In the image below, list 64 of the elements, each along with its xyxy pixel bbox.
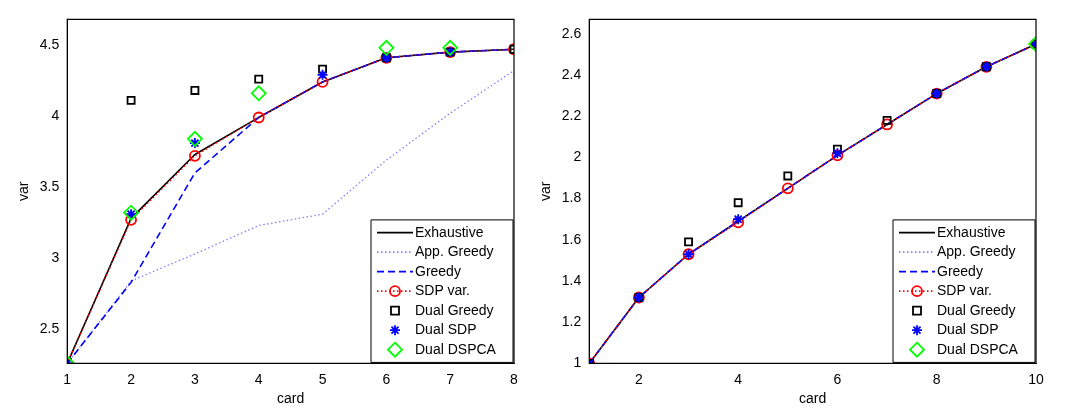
x-axis-title: card	[799, 390, 827, 407]
y-tick-label: 1.8	[561, 189, 582, 206]
y-tick-label: 1.6	[561, 230, 582, 247]
x-tick-label: 3	[191, 370, 199, 387]
point	[442, 39, 459, 56]
x-tick-label: 8	[932, 370, 941, 387]
point	[187, 130, 203, 147]
y-tick-label: 1	[573, 354, 582, 371]
point	[190, 86, 200, 95]
point	[316, 68, 329, 81]
legend-label: Dual SDP	[415, 321, 477, 338]
point	[254, 74, 264, 84]
legend-label: Dual Greedy	[937, 301, 1016, 318]
x-tick-label: 10	[1028, 370, 1044, 387]
y-tick-label: 2.5	[39, 320, 60, 337]
point	[783, 171, 793, 181]
y-tick-label: 2.6	[561, 24, 582, 41]
legend-label: Dual SDP	[937, 321, 999, 338]
x-tick-label: 1	[63, 370, 72, 387]
point	[126, 95, 136, 105]
point	[318, 64, 327, 74]
x-tick-label: 6	[833, 370, 842, 387]
y-axis-title: var	[15, 181, 32, 202]
y-tick-label: 1.4	[561, 271, 582, 288]
x-tick-label: 7	[446, 370, 455, 387]
y-tick-label: 4	[51, 106, 60, 123]
x-tick-label: 2	[127, 370, 136, 387]
legend-label: Greedy	[415, 262, 461, 279]
x-tick-label: 4	[254, 370, 263, 387]
point	[316, 76, 329, 88]
x-tick-label: 8	[510, 370, 519, 387]
point	[882, 115, 892, 125]
point	[733, 198, 743, 208]
legend-label: Exhaustive	[937, 223, 1006, 240]
x-tick-label: 2	[635, 370, 643, 387]
point	[123, 204, 139, 221]
legend-label: SDP var.	[937, 282, 992, 299]
y-tick-label: 2	[573, 148, 582, 165]
y-tick-label: 2.4	[561, 65, 582, 82]
x-tick-label: 6	[382, 370, 391, 387]
legend-label: Dual Greedy	[415, 301, 494, 318]
point	[781, 182, 794, 195]
y-tick-label: 3.5	[39, 177, 60, 194]
legend-label: App. Greedy	[937, 243, 1016, 260]
x-tick-label: 4	[734, 370, 743, 387]
point	[881, 118, 893, 131]
point	[252, 111, 265, 124]
point	[250, 85, 267, 102]
legend-label: Exhaustive	[415, 223, 484, 240]
y-tick-label: 4.5	[39, 35, 60, 52]
legend-label: Dual DSPCA	[415, 340, 497, 357]
legend-label: Dual DSPCA	[937, 340, 1019, 357]
y-tick-label: 2.2	[561, 107, 582, 124]
y-tick-label: 1.2	[561, 313, 582, 330]
y-tick-label: 3	[51, 249, 60, 266]
legend-label: SDP var.	[415, 282, 470, 299]
legend-label: Greedy	[937, 262, 983, 279]
point	[378, 39, 395, 56]
x-tick-label: 5	[318, 370, 327, 387]
point	[684, 237, 693, 247]
x-axis-title: card	[277, 390, 305, 407]
legend-label: App. Greedy	[415, 243, 494, 260]
point	[189, 149, 201, 162]
y-axis-title: var	[537, 181, 554, 202]
